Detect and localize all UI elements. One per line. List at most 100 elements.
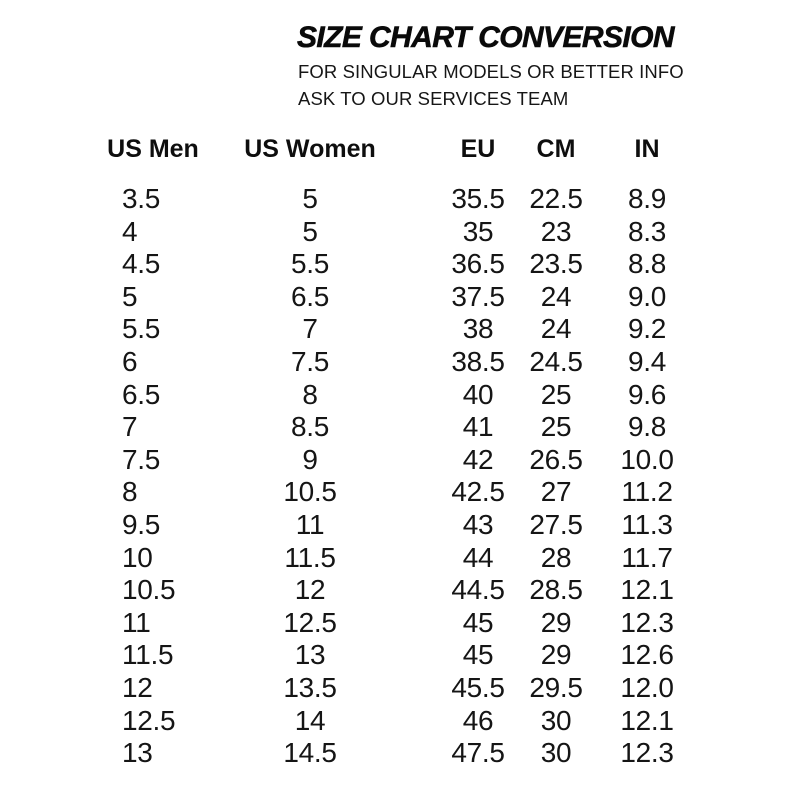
table-body: 3.5 5 35.5 22.5 8.9 4 5 35 23 8.3 4.5 5.… — [0, 183, 710, 770]
cell-in: 8.8 — [627, 248, 667, 280]
cell-eu: 44 — [462, 541, 494, 573]
cell-in: 12.0 — [620, 671, 674, 703]
cell-eu: 40 — [462, 378, 494, 410]
cell-us-women: 13.5 — [283, 671, 337, 703]
cell-in: 11.2 — [621, 476, 673, 508]
table-row: 11 12.5 45 29 12.3 — [0, 607, 710, 640]
cell-us-men: 4.5 — [122, 248, 161, 280]
cell-us-men: 9.5 — [122, 508, 161, 540]
cell-us-men: 12 — [122, 671, 153, 703]
table-row: 13 14.5 47.5 30 12.3 — [0, 737, 710, 770]
cell-eu: 47.5 — [451, 737, 505, 769]
table-row: 10 11.5 44 28 11.7 — [0, 542, 710, 575]
table-row: 3.5 5 35.5 22.5 8.9 — [0, 183, 710, 216]
column-header-us-men: US Men — [107, 135, 199, 163]
cell-in: 12.3 — [620, 737, 674, 769]
column-header-in: IN — [634, 135, 660, 163]
cell-cm: 29.5 — [529, 671, 583, 703]
cell-cm: 22.5 — [529, 183, 583, 214]
cell-in: 9.8 — [627, 411, 667, 443]
table-row: 11.5 13 45 29 12.6 — [0, 639, 710, 672]
table-row: 10.5 12 44.5 28.5 12.1 — [0, 574, 710, 607]
cell-us-women: 14 — [294, 704, 326, 736]
cell-in: 8.9 — [627, 183, 667, 214]
cell-us-women: 7.5 — [290, 345, 330, 377]
cell-cm: 27 — [540, 476, 572, 508]
cell-us-women: 13 — [294, 639, 326, 671]
cell-in: 9.2 — [627, 313, 667, 345]
column-header-eu: EU — [460, 135, 496, 163]
cell-cm: 26.5 — [529, 443, 583, 475]
cell-cm: 28.5 — [529, 574, 583, 606]
cell-us-men: 12.5 — [122, 704, 176, 736]
table-row: 7.5 9 42 26.5 10.0 — [0, 444, 710, 477]
table-row: 7 8.5 41 25 9.8 — [0, 411, 710, 444]
subtitle-line-2: ASK TO OUR SERVICES TEAM — [298, 87, 569, 109]
cell-eu: 38.5 — [451, 345, 505, 377]
cell-us-men: 3.5 — [122, 183, 161, 214]
page-title: SIZE CHART CONVERSION — [297, 21, 675, 55]
cell-us-men: 11.5 — [122, 639, 174, 671]
cell-cm: 29 — [540, 606, 572, 638]
cell-us-men: 6.5 — [122, 378, 161, 410]
table-row: 9.5 11 43 27.5 11.3 — [0, 509, 710, 542]
cell-eu: 44.5 — [451, 574, 505, 606]
cell-cm: 27.5 — [529, 508, 583, 540]
table-row: 4.5 5.5 36.5 23.5 8.8 — [0, 248, 710, 281]
cell-cm: 25 — [540, 378, 572, 410]
cell-us-women: 14.5 — [283, 737, 337, 769]
cell-us-women: 8 — [302, 378, 318, 410]
table-row: 5.5 7 38 24 9.2 — [0, 313, 710, 346]
cell-us-women: 10.5 — [283, 476, 337, 508]
cell-in: 8.3 — [627, 215, 667, 247]
cell-us-men: 10.5 — [122, 574, 176, 606]
cell-us-men: 10 — [122, 541, 153, 573]
cell-us-women: 11 — [295, 508, 325, 540]
cell-cm: 30 — [540, 704, 572, 736]
cell-us-women: 11.5 — [284, 541, 336, 573]
cell-us-men: 5.5 — [122, 313, 161, 345]
column-header-cm: CM — [536, 135, 576, 163]
cell-cm: 24 — [540, 313, 572, 345]
cell-eu: 46 — [462, 704, 494, 736]
cell-us-women: 12.5 — [283, 606, 337, 638]
cell-us-men: 13 — [122, 737, 153, 769]
cell-eu: 45 — [462, 606, 494, 638]
cell-us-men: 6 — [122, 345, 138, 377]
cell-in: 11.7 — [621, 541, 673, 573]
table-row: 6 7.5 38.5 24.5 9.4 — [0, 346, 710, 379]
cell-us-women: 5 — [302, 215, 318, 247]
cell-in: 12.1 — [620, 574, 674, 606]
cell-eu: 35 — [462, 215, 494, 247]
cell-eu: 45 — [462, 639, 494, 671]
page-subtitle: FOR SINGULAR MODELS OR BETTER INFO ASK T… — [298, 59, 684, 112]
column-header-us-women: US Women — [244, 135, 376, 163]
cell-eu: 43 — [462, 508, 494, 540]
cell-cm: 30 — [540, 737, 572, 769]
cell-eu: 37.5 — [451, 280, 505, 312]
table-header-row: US Men US Women EU CM IN — [0, 134, 710, 164]
table-row: 8 10.5 42.5 27 11.2 — [0, 476, 710, 509]
cell-in: 9.4 — [627, 345, 667, 377]
table-row: 5 6.5 37.5 24 9.0 — [0, 281, 710, 314]
cell-in: 9.6 — [627, 378, 667, 410]
cell-us-men: 4 — [122, 215, 138, 247]
cell-us-men: 8 — [122, 476, 138, 508]
cell-us-women: 5 — [302, 183, 318, 214]
table-row: 4 5 35 23 8.3 — [0, 216, 710, 249]
cell-in: 12.3 — [620, 606, 674, 638]
cell-cm: 24 — [540, 280, 572, 312]
cell-cm: 23 — [540, 215, 572, 247]
cell-eu: 42 — [462, 443, 494, 475]
cell-us-men: 11 — [122, 606, 151, 638]
cell-in: 12.1 — [620, 704, 674, 736]
cell-us-women: 5.5 — [290, 248, 330, 280]
cell-cm: 23.5 — [529, 248, 583, 280]
table-row: 12 13.5 45.5 29.5 12.0 — [0, 672, 710, 705]
cell-us-men: 7.5 — [122, 443, 161, 475]
cell-us-women: 7 — [302, 313, 318, 345]
cell-eu: 35.5 — [451, 183, 505, 214]
cell-us-men: 5 — [122, 280, 138, 312]
cell-us-women: 8.5 — [290, 411, 330, 443]
